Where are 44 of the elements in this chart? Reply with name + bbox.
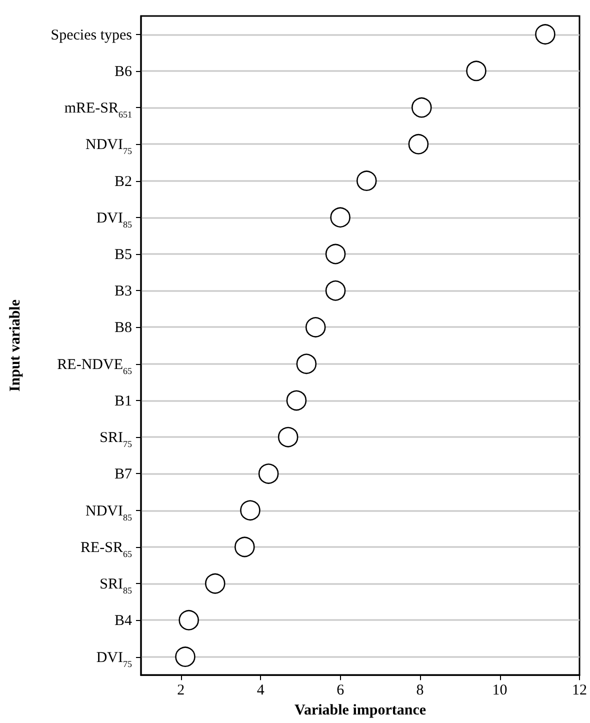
x-tick-label: 2 bbox=[177, 682, 185, 699]
point bbox=[305, 317, 326, 338]
y-tick-label: RE-NDVE$_{65}$ bbox=[57, 356, 132, 376]
point bbox=[278, 426, 298, 448]
x-tick-label: 4 bbox=[256, 682, 265, 699]
x-axis-title: Variable importance bbox=[294, 702, 426, 718]
point bbox=[408, 134, 429, 154]
y-tick-label: B5 bbox=[114, 247, 132, 264]
y-axis-title: Input variable bbox=[8, 299, 24, 392]
y-tick-label: B4 bbox=[114, 613, 132, 630]
point bbox=[330, 207, 350, 228]
y-tick-label: Species types bbox=[50, 27, 132, 44]
point bbox=[325, 280, 346, 301]
point bbox=[325, 244, 346, 264]
y-tick-label: DVI$_{85}$ bbox=[96, 210, 132, 230]
point bbox=[258, 464, 279, 484]
y-tick-label: B3 bbox=[114, 284, 132, 300]
y-tick-label: NDVI$_{85}$ bbox=[86, 503, 132, 522]
point bbox=[240, 500, 260, 520]
y-tick-label: DVI$_{75}$ bbox=[96, 650, 132, 669]
point bbox=[234, 536, 255, 558]
point bbox=[466, 60, 486, 82]
point bbox=[296, 354, 317, 374]
y-tick-label: B7 bbox=[114, 466, 132, 483]
x-tick-label: 12 bbox=[572, 682, 587, 699]
y-tick-label: mRE-SR$_{651}$ bbox=[64, 100, 132, 120]
y-tick-label: RE-SR$_{65}$ bbox=[80, 540, 132, 559]
y-tick-label: B2 bbox=[114, 174, 132, 190]
y-tick-label: B1 bbox=[114, 393, 132, 410]
point bbox=[356, 170, 377, 191]
point bbox=[175, 646, 196, 667]
y-tick-label: SRI$_{85}$ bbox=[100, 576, 132, 596]
y-tick-label: NDVI$_{75}$ bbox=[86, 137, 132, 156]
point bbox=[412, 97, 432, 118]
point bbox=[205, 573, 226, 594]
point bbox=[178, 610, 199, 630]
x-tick-label: 8 bbox=[416, 682, 424, 699]
y-tick-label: B6 bbox=[114, 64, 132, 80]
y-tick-label: B8 bbox=[114, 320, 132, 336]
point bbox=[286, 390, 307, 411]
point bbox=[535, 24, 556, 44]
y-tick-label: SRI$_{75}$ bbox=[100, 430, 132, 450]
x-tick-label: 6 bbox=[336, 682, 345, 699]
x-tick-label: 10 bbox=[492, 682, 508, 699]
